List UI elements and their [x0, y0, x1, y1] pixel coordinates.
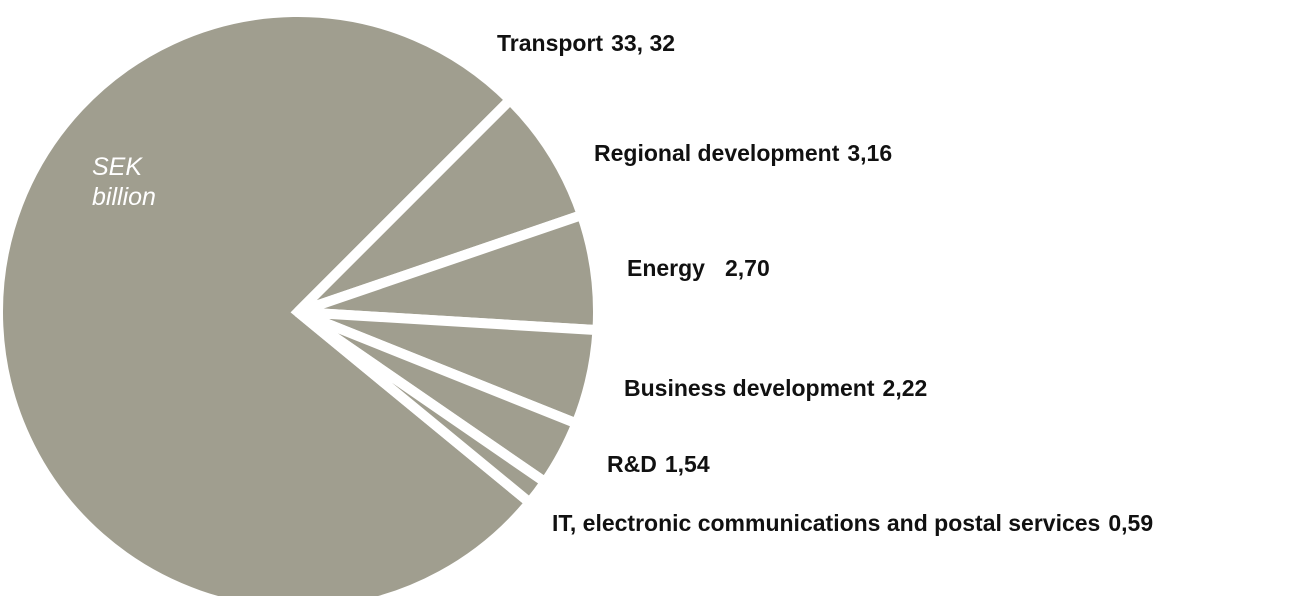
category-label: Transport [497, 30, 603, 56]
value-label: 1,54 [665, 451, 710, 477]
value-label: 0,59 [1108, 510, 1153, 536]
value-label: 3,16 [847, 140, 892, 166]
category-label: Regional development [594, 140, 840, 166]
category-label: Business development [624, 375, 875, 401]
value-label: 2,70 [725, 255, 770, 281]
slice-label: Business development 2,22 [624, 375, 927, 401]
slice-label: IT, electronic communications and postal… [552, 510, 1153, 536]
value-label: 33, 32 [611, 30, 675, 56]
value-label: 2,22 [883, 375, 928, 401]
slice-label: Energy 2,70 [627, 255, 770, 281]
slice-label: Transport 33, 32 [497, 30, 675, 56]
category-label: IT, electronic communications and postal… [552, 510, 1100, 536]
slice-label: Regional development 3,16 [594, 140, 892, 166]
pie-slice [0, 7, 537, 596]
category-label: Energy [627, 255, 705, 281]
pie-slice [294, 307, 553, 510]
category-label: R&D [607, 451, 657, 477]
annotation: SEK billion [92, 153, 156, 211]
slice-label: R&D 1,54 [607, 451, 710, 477]
